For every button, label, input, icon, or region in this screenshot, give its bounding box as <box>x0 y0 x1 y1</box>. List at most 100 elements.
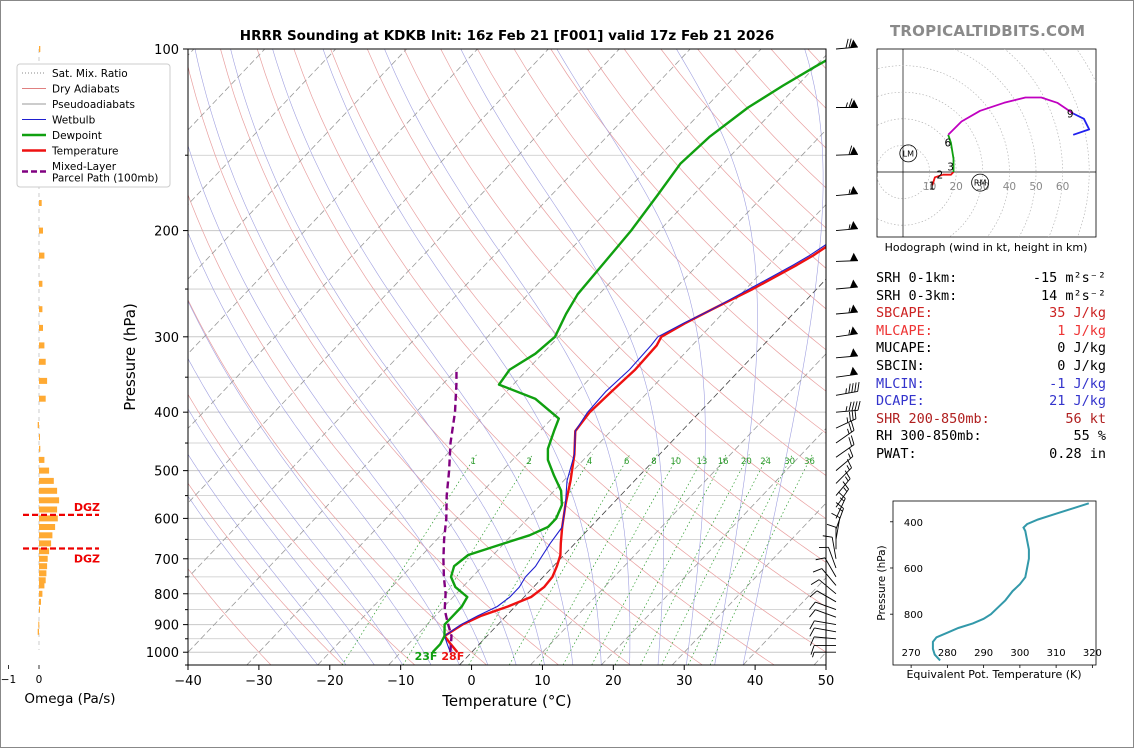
omega-bar <box>39 445 41 452</box>
dry-adiabat <box>188 193 559 665</box>
y-tick-label: 100 <box>154 43 179 58</box>
y-tick-label: 400 <box>154 406 179 421</box>
barb-half <box>848 224 851 230</box>
barb-full <box>851 401 855 411</box>
theta-e-x-label: Equivalent Pot. Temperature (K) <box>906 668 1081 681</box>
dry-adiabat <box>220 49 703 665</box>
barb-shaft <box>824 557 837 578</box>
barb-flag <box>849 186 858 195</box>
mixing-ratio-label: 13 <box>697 457 708 467</box>
x-tick-label: 20 <box>605 674 622 689</box>
hodograph-height-label: 1 <box>929 180 936 192</box>
pseudoadiabat <box>194 49 517 665</box>
mixing-ratio-line <box>640 454 750 665</box>
barb-full <box>809 590 818 598</box>
hodograph-ring <box>877 65 1010 237</box>
x-axis-label: Temperature (°C) <box>441 692 571 710</box>
legend-label: Pseudoadiabats <box>52 99 135 111</box>
hodograph-segment <box>947 134 955 172</box>
barb-shaft <box>814 627 837 633</box>
barb-full <box>848 401 852 412</box>
stat-value: -1 J/kg <box>1049 375 1106 392</box>
barb-full <box>809 636 815 646</box>
dry-adiabat <box>188 393 416 665</box>
omega-bar <box>39 590 43 597</box>
omega-bar <box>39 358 46 365</box>
omega-bar <box>39 467 50 474</box>
barb-shaft <box>835 193 858 197</box>
wind-barb <box>835 366 858 378</box>
pseudoadiabat <box>188 408 375 665</box>
omega-bar <box>39 252 45 259</box>
omega-bar <box>39 477 54 484</box>
stat-value: 21 J/kg <box>1049 393 1106 410</box>
omega-bar <box>37 422 39 428</box>
mixing-ratio-line <box>661 454 769 665</box>
stat-label: MUCAPE: <box>876 340 933 357</box>
hodograph-height-label: 6 <box>945 138 952 150</box>
legend-box <box>16 63 171 188</box>
barb-flag <box>849 304 858 313</box>
legend-label: Temperature <box>51 146 119 158</box>
wind-barb <box>809 609 837 618</box>
wind-barb <box>835 326 858 338</box>
wind-barb <box>822 535 837 559</box>
pseudoadiabat <box>272 49 574 665</box>
hodograph-ring-label: 60 <box>1056 181 1069 193</box>
hodograph-caption: Hodograph (wind in kt, height in km) <box>885 241 1088 254</box>
dry-adiabat <box>550 49 826 351</box>
isotherm <box>188 49 762 653</box>
barb-shaft <box>821 568 837 586</box>
barb-full <box>850 421 855 431</box>
wind-barb <box>826 523 837 550</box>
barb-full <box>851 383 854 393</box>
hodograph-ring-label: 50 <box>1029 181 1042 193</box>
mixing-ratio-line <box>538 454 658 665</box>
wind-barb <box>831 512 841 540</box>
pseudoadiabat <box>188 357 403 665</box>
mixing-ratio-label: 36 <box>804 457 815 467</box>
barb-full <box>812 568 823 573</box>
omega-bar <box>39 342 45 349</box>
stat-row: SRH 0-1km: -15 m²s⁻² <box>876 270 1106 288</box>
barb-shaft <box>835 456 854 471</box>
x-tick-label: −10 <box>387 674 414 689</box>
stat-row: RH 300-850mb: 55 % <box>876 428 1106 446</box>
wind-barbs <box>809 38 861 658</box>
wind-barb <box>835 491 846 519</box>
isotherm <box>459 278 826 665</box>
mixing-ratio-label: 8 <box>651 457 656 467</box>
isotherm <box>188 49 620 504</box>
barb-half <box>848 307 851 313</box>
x-tick-label: 30 <box>676 674 693 689</box>
omega-axis-label: Omega (Pa/s) <box>24 691 115 707</box>
omega-bar <box>39 434 40 441</box>
dry-adiabat <box>330 49 826 608</box>
barb-full <box>809 627 815 637</box>
mixing-ratio-label: 20 <box>741 457 752 467</box>
dry-adiabat <box>293 49 826 653</box>
y-axis-label: Pressure (hPa) <box>121 303 139 411</box>
omega-bar <box>38 621 40 628</box>
barb-half <box>839 497 845 502</box>
mixing-ratio-line <box>687 454 793 665</box>
wind-barb <box>809 601 837 611</box>
hodograph-segment <box>942 171 955 176</box>
dry-adiabat <box>403 49 826 520</box>
x-tick-label: 10 <box>534 674 551 689</box>
barb-half <box>843 487 848 492</box>
isotherm <box>317 129 826 665</box>
stat-label: MLCAPE: <box>876 322 933 339</box>
barb-half <box>848 329 851 336</box>
stat-row: SHR 200-850mb: 56 kt <box>876 411 1106 429</box>
x-tick-label: 40 <box>747 674 764 689</box>
surface-dewpoint-label: 23F <box>415 650 438 663</box>
barb-shaft <box>815 609 837 618</box>
wind-barb <box>810 645 836 655</box>
mixing-ratio-label: 1 <box>470 457 475 467</box>
stat-value: 14 m²s⁻² <box>1040 287 1106 304</box>
mixing-ratio-line <box>562 454 680 665</box>
wind-barb <box>835 470 851 496</box>
mixing-ratio-label: 4 <box>587 457 592 467</box>
